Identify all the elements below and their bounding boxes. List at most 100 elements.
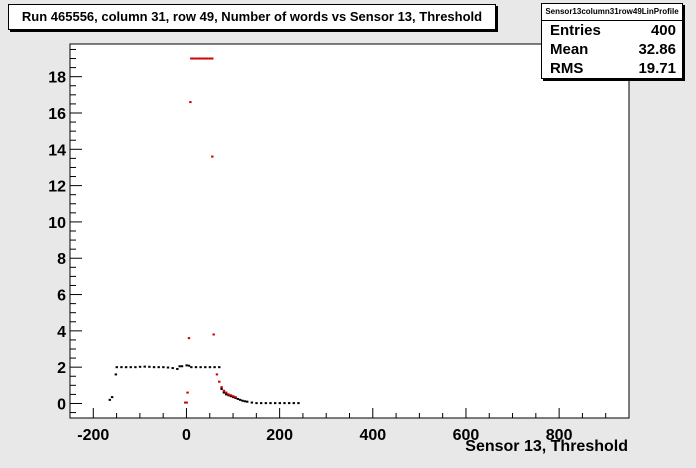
data-points bbox=[108, 57, 300, 405]
data-point-black bbox=[208, 366, 212, 369]
data-point-black bbox=[124, 366, 128, 369]
data-point-black bbox=[114, 373, 118, 376]
data-point-red bbox=[187, 337, 191, 340]
data-point-red bbox=[197, 57, 200, 60]
data-point-red bbox=[215, 373, 219, 376]
data-point-red bbox=[232, 395, 235, 398]
data-point-black bbox=[134, 366, 137, 369]
data-point-black bbox=[204, 366, 207, 369]
data-point-black bbox=[273, 402, 277, 405]
data-point-black bbox=[239, 398, 242, 401]
data-point-black bbox=[246, 400, 249, 403]
data-point-black bbox=[292, 402, 295, 405]
data-point-black bbox=[178, 365, 181, 368]
data-point-red bbox=[227, 393, 230, 396]
y-axis: 0 2 4 6 8 10 12 14 16 18 bbox=[48, 48, 82, 413]
stats-rms-row: RMS 19.71 bbox=[542, 59, 682, 78]
data-point-red bbox=[206, 57, 209, 60]
x-tick-label: 800 bbox=[546, 427, 573, 444]
stats-entries-row: Entries 400 bbox=[542, 21, 682, 40]
y-tick-label: 16 bbox=[48, 106, 66, 123]
data-point-red bbox=[212, 333, 215, 336]
stats-mean-value: 32.86 bbox=[638, 41, 676, 58]
y-tick-label: 18 bbox=[48, 70, 66, 87]
data-point-black bbox=[287, 402, 291, 405]
stats-mean-label: Mean bbox=[550, 41, 589, 58]
data-point-black bbox=[180, 365, 184, 368]
data-point-black bbox=[176, 367, 179, 370]
data-point-black bbox=[187, 364, 191, 367]
data-point-black bbox=[138, 365, 142, 368]
data-point-black bbox=[157, 366, 160, 369]
data-point-black bbox=[148, 365, 151, 368]
data-point-red bbox=[208, 57, 212, 60]
stats-mean-row: Mean 32.86 bbox=[542, 40, 682, 59]
data-point-black bbox=[220, 387, 223, 390]
data-point-black bbox=[171, 367, 174, 370]
x-tick-label: -200 bbox=[77, 427, 109, 444]
data-point-red bbox=[190, 57, 193, 60]
y-tick-label: 2 bbox=[57, 360, 66, 377]
plot-frame bbox=[69, 43, 630, 419]
data-point-red bbox=[189, 101, 192, 104]
data-point-black bbox=[190, 366, 193, 369]
data-point-red bbox=[211, 57, 214, 60]
data-point-red bbox=[222, 389, 226, 392]
data-point-black bbox=[278, 402, 282, 405]
data-point-red bbox=[220, 386, 223, 389]
data-point-red bbox=[204, 57, 207, 60]
data-point-black bbox=[225, 393, 228, 396]
data-point-black bbox=[236, 397, 240, 400]
data-point-black bbox=[194, 366, 198, 369]
data-point-red bbox=[185, 401, 188, 404]
data-point-black bbox=[297, 402, 300, 405]
y-tick-label: 0 bbox=[57, 396, 66, 413]
data-point-black bbox=[152, 366, 156, 369]
data-point-black bbox=[255, 402, 258, 405]
data-point-black bbox=[199, 366, 202, 369]
stats-rms-value: 19.71 bbox=[638, 60, 676, 77]
data-point-black bbox=[283, 402, 286, 405]
y-tick-label: 4 bbox=[57, 324, 66, 341]
data-point-black bbox=[143, 365, 146, 368]
x-tick-label: 200 bbox=[266, 427, 293, 444]
data-point-black bbox=[120, 366, 123, 369]
data-point-black bbox=[129, 366, 132, 369]
y-tick-label: 8 bbox=[57, 251, 66, 268]
stats-entries-value: 400 bbox=[650, 22, 676, 39]
data-point-black bbox=[241, 399, 244, 402]
data-point-red bbox=[201, 57, 205, 60]
data-point-black bbox=[213, 366, 216, 369]
data-point-red bbox=[194, 57, 198, 60]
data-point-black bbox=[108, 398, 111, 401]
data-point-red bbox=[186, 391, 189, 394]
data-point-black bbox=[162, 366, 165, 369]
data-point-red bbox=[211, 155, 214, 158]
data-point-red bbox=[184, 401, 187, 404]
stats-rms-label: RMS bbox=[550, 60, 584, 77]
x-tick-label: 600 bbox=[453, 427, 480, 444]
y-tick-label: 10 bbox=[48, 215, 66, 232]
x-tick-label: 0 bbox=[182, 427, 191, 444]
x-axis: -200 0 200 400 600 800 bbox=[69, 408, 630, 444]
data-point-red bbox=[192, 57, 195, 60]
data-point-black bbox=[166, 366, 170, 369]
x-tick-label: 400 bbox=[359, 427, 386, 444]
stats-entries-label: Entries bbox=[550, 22, 601, 39]
data-point-red bbox=[229, 394, 233, 397]
data-point-black bbox=[269, 402, 272, 405]
y-tick-label: 6 bbox=[57, 288, 66, 305]
data-point-black bbox=[250, 401, 254, 404]
data-point-red bbox=[199, 57, 202, 60]
chart-title: Run 465556, column 31, row 49, Number of… bbox=[8, 4, 496, 30]
x-axis-title: Sensor 13, Threshold bbox=[465, 438, 628, 455]
data-point-black bbox=[110, 396, 114, 399]
data-point-black bbox=[222, 391, 226, 394]
data-point-red bbox=[234, 396, 237, 399]
data-point-black bbox=[259, 402, 263, 405]
stats-box: Sensor13column31row49LinProfile Entries … bbox=[541, 3, 683, 79]
stats-name: Sensor13column31row49LinProfile bbox=[542, 4, 682, 21]
data-point-red bbox=[218, 380, 221, 383]
data-point-black bbox=[243, 400, 247, 403]
